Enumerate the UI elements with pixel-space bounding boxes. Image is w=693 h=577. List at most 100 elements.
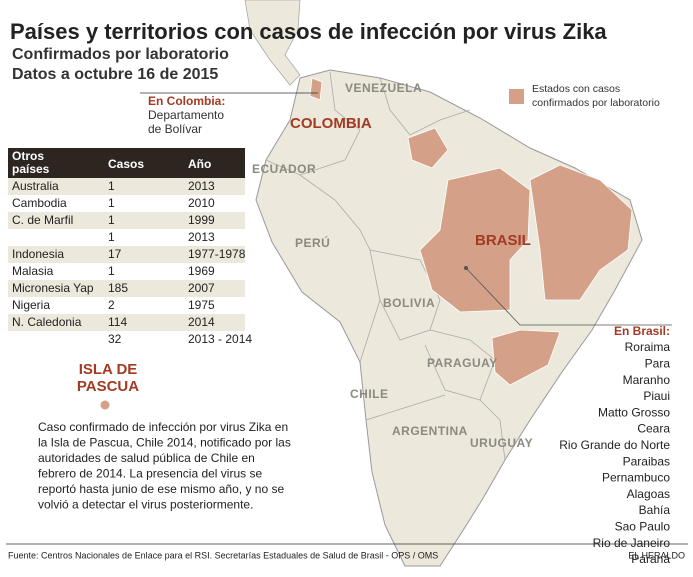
table-cell: Nigeria bbox=[12, 298, 50, 312]
border bbox=[365, 394, 446, 421]
state-name: Matto Grosso bbox=[598, 405, 670, 419]
border bbox=[299, 174, 381, 363]
table-row-bg bbox=[8, 280, 245, 297]
country-label: BOLIVIA bbox=[383, 296, 435, 310]
table-row-bg bbox=[8, 212, 245, 229]
table-cell: 1 bbox=[108, 230, 115, 244]
title: Países y territorios con casos de infecc… bbox=[10, 19, 607, 44]
table-cell: 2013 bbox=[188, 179, 215, 193]
country-label: URUGUAY bbox=[470, 436, 533, 450]
legend-text: confirmados por laboratorio bbox=[532, 97, 660, 109]
country-label: ECUADOR bbox=[252, 162, 316, 176]
island-marker bbox=[100, 400, 110, 410]
state bbox=[309, 77, 323, 101]
country-label: PARAGUAY bbox=[427, 356, 498, 370]
state-name: Sao Paulo bbox=[615, 519, 671, 533]
table-cell: 2007 bbox=[188, 281, 215, 295]
island-text-line: la Isla de Pascua, Chile 2014, notificad… bbox=[38, 436, 291, 450]
table-cell: Australia bbox=[12, 179, 59, 193]
border bbox=[369, 249, 441, 341]
map: VENEZUELA COLOMBIA ECUADOR PERÚ BOLIVIA … bbox=[140, 0, 672, 567]
table-row-bg bbox=[8, 246, 245, 263]
state-name: Piaui bbox=[643, 389, 670, 403]
state-name: Maranho bbox=[623, 373, 671, 387]
table-cell: Micronesia Yap bbox=[12, 281, 94, 295]
table-cell: 1999 bbox=[188, 213, 215, 227]
country-label: COLOMBIA bbox=[290, 115, 372, 132]
brand: EL HERALDO bbox=[628, 550, 685, 560]
state-name: Paraibas bbox=[623, 454, 670, 468]
island-text-line: autoridades de salud pública de Chile en bbox=[38, 451, 255, 465]
island-text-line: volvió a detectar el virus posteriorment… bbox=[38, 498, 253, 512]
note-label: En Colombia: bbox=[148, 94, 225, 108]
state-name: Para bbox=[645, 356, 671, 370]
table-cell: 2013 - 2014 bbox=[188, 332, 252, 346]
table-header-cell: Casos bbox=[108, 157, 144, 171]
table-cell: Malasia bbox=[12, 264, 54, 278]
note-text: de Bolívar bbox=[148, 122, 202, 136]
border bbox=[424, 329, 496, 401]
state-name: Rio de Janeiro bbox=[593, 536, 671, 550]
border bbox=[265, 71, 361, 176]
state-name: Alagoas bbox=[627, 487, 670, 501]
island-text-line: Caso confirmado de infección por virus Z… bbox=[38, 420, 288, 434]
country-label: BRASIL bbox=[475, 232, 531, 249]
central-america bbox=[244, 0, 301, 86]
state-name: Paraná bbox=[631, 552, 670, 566]
table-cell: 114 bbox=[108, 315, 127, 329]
island-text-line: reportó hasta junio de ese mismo año, y … bbox=[38, 482, 284, 496]
table-header-cell: Año bbox=[188, 157, 211, 171]
table-cell: 1 bbox=[108, 213, 115, 227]
legend-swatch bbox=[509, 89, 524, 104]
table-cell: Cambodia bbox=[12, 196, 67, 210]
source: Fuente: Centros Nacionales de Enlace par… bbox=[8, 550, 438, 560]
note-text: Departamento bbox=[148, 108, 224, 122]
table-header bbox=[8, 148, 245, 178]
states-list: Roraima Para Maranho Piaui Matto Grosso Ceara… bbox=[559, 340, 670, 566]
table-cell: 1 bbox=[108, 264, 115, 278]
table-cell: Indonesia bbox=[12, 247, 64, 261]
brazil-pointer bbox=[465, 267, 672, 326]
date: Datos a octubre 16 de 2015 bbox=[12, 66, 218, 83]
table-cell: 32 bbox=[108, 332, 122, 346]
table-cell: 1969 bbox=[188, 264, 215, 278]
state-name: Pernambuco bbox=[602, 471, 670, 485]
island-text-line: febrero de 2014. La presencia del virus … bbox=[38, 467, 262, 481]
legend-text: Estados con casos bbox=[532, 83, 620, 95]
border bbox=[479, 399, 506, 461]
table-cell: 1977-1978 bbox=[188, 247, 246, 261]
state-name: Bahía bbox=[639, 503, 671, 517]
state bbox=[491, 329, 561, 386]
country-label: CHILE bbox=[350, 387, 389, 401]
table-cell: N. Caledonia bbox=[12, 315, 82, 329]
country-label: ARGENTINA bbox=[392, 424, 468, 438]
table-cell: 2013 bbox=[188, 230, 215, 244]
table-header-cell: Otros países bbox=[12, 149, 50, 176]
state-name: Rio Grande do Norte bbox=[559, 438, 670, 452]
island-text: Caso confirmado de infección por virus Z… bbox=[38, 420, 291, 512]
states-label: En Brasil: bbox=[614, 324, 670, 338]
border bbox=[379, 77, 471, 136]
continent bbox=[255, 69, 643, 567]
island-title: ISLA DE bbox=[79, 361, 138, 378]
table-row-bg bbox=[8, 314, 245, 331]
borders bbox=[265, 71, 506, 461]
subtitle: Confirmados por laboratorio bbox=[12, 46, 229, 63]
table-cell: 17 bbox=[108, 247, 122, 261]
confirmed-states bbox=[309, 77, 633, 386]
country-label: VENEZUELA bbox=[345, 81, 422, 95]
table-cell: 1 bbox=[108, 196, 115, 210]
state bbox=[529, 164, 633, 301]
state-name: Roraima bbox=[625, 340, 671, 354]
table-cell: 2010 bbox=[188, 196, 215, 210]
state bbox=[407, 127, 449, 169]
table-cell: 1975 bbox=[188, 298, 215, 312]
table: Otros países Casos Año Australia 1 2013 Cambodi… bbox=[8, 149, 252, 346]
table-row-bg bbox=[8, 178, 245, 195]
table-cell: 1 bbox=[108, 179, 115, 193]
table-cell: 185 bbox=[108, 281, 128, 295]
table-cell: 2014 bbox=[188, 315, 215, 329]
table-cell: C. de Marfil bbox=[12, 213, 73, 227]
table-cell: 2 bbox=[108, 298, 115, 312]
